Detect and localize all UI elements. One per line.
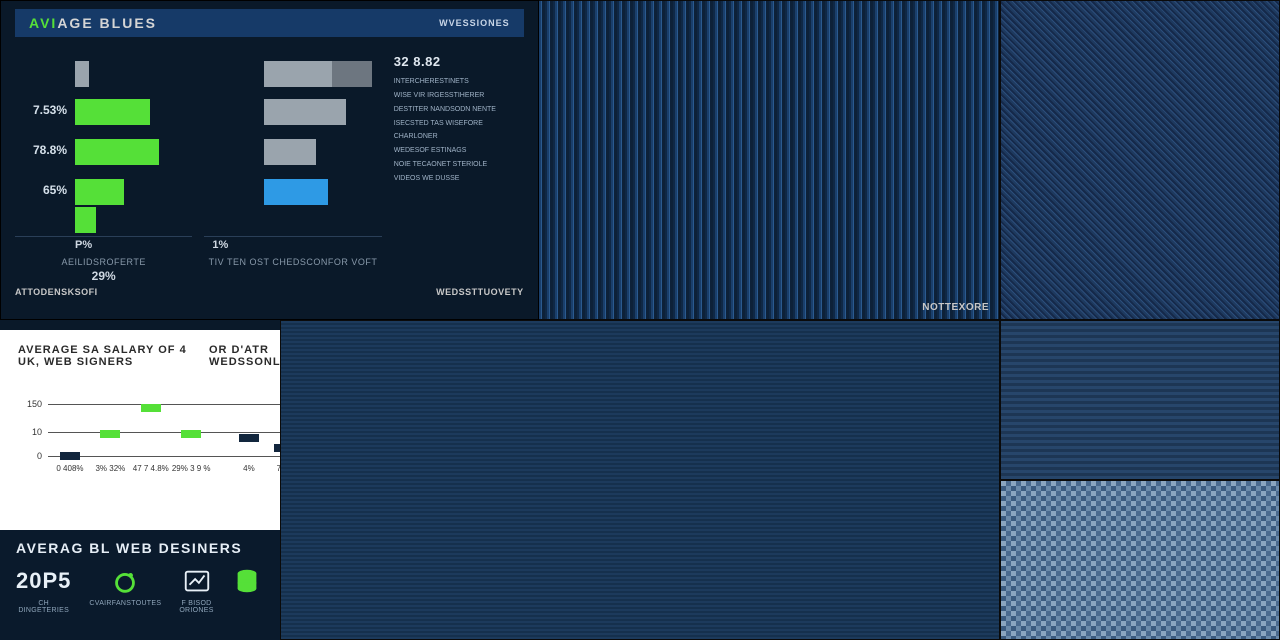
db-icon [232, 566, 262, 596]
icon-label: CVAIRFANSTOUTES [89, 600, 161, 607]
stat-line: DESTITER NANDSODN NENTE [394, 105, 524, 115]
strip-icon: F BISOD ORIONES [179, 566, 213, 614]
bar-row [264, 139, 381, 165]
y-axis-label: 0 [18, 451, 42, 461]
icon-label: CH DINGETERIES [16, 600, 71, 614]
icon-label: F BISOD ORIONES [179, 600, 213, 614]
bar [264, 99, 346, 125]
stat-line: VIDEOS WE DUSSE [394, 174, 524, 184]
bar-row [75, 61, 192, 87]
dashboard-panel: AVIAGE BLUES WVESSIONES 7.53%78.8%65% P%… [0, 0, 539, 320]
stat-line: ISECSTED TAS WISEFORE [394, 119, 524, 129]
stat-line: WEDESOF ESTINAGS [394, 146, 524, 156]
bar [332, 61, 372, 87]
x-axis-label: 4% [243, 464, 255, 473]
strip-icon [232, 566, 262, 600]
gridline [48, 456, 297, 457]
bar [264, 179, 327, 205]
dashboard-header: AVIAGE BLUES WVESSIONES [15, 9, 524, 37]
stats-sidebar: 32 8.82 INTERCHERESTINETSWISE VIR IRGESS… [394, 47, 524, 283]
dashboard-title: AVIAGE BLUES [29, 15, 157, 31]
bar-y-label: 65% [15, 183, 67, 197]
bar [75, 179, 124, 205]
chart-icon [182, 566, 212, 596]
bar-y-label: 7.53% [15, 103, 67, 117]
data-point [60, 452, 80, 460]
stat-line: WISE VIR IRGESSTIHERER [394, 91, 524, 101]
texture-left-bottom [280, 320, 1000, 640]
texture-label: NOTTEXORE [922, 302, 989, 313]
bar [75, 99, 150, 125]
texture-right-mid [1000, 320, 1280, 480]
right-bar-chart: 1% TIV TEN OST CHEDSCONFOR VOFT [204, 47, 381, 283]
bar [264, 139, 316, 165]
bar-row [75, 139, 192, 165]
bar [264, 61, 332, 87]
strip-icon: 20P5 CH DINGETERIES [16, 566, 71, 614]
stat-line: NOIE TECAONET STERIOLE [394, 160, 524, 170]
data-point [100, 430, 120, 438]
bar [75, 207, 96, 233]
salary-chart: 1501000 408%3% 32%47 7 4.8%29% 3 9 %4%7.… [18, 386, 307, 496]
gridline [48, 432, 297, 433]
ring-icon [110, 566, 140, 596]
bar-row [264, 61, 381, 87]
bar-row [264, 179, 381, 205]
dashboard-brand: WVESSIONES [439, 18, 510, 28]
bar [75, 61, 89, 87]
gridline [48, 404, 297, 405]
left-bar-chart: 7.53%78.8%65% P% AEILIDSROFERTE 29% [15, 47, 192, 283]
data-point [181, 430, 201, 438]
bar-y-label: 78.8% [15, 143, 67, 157]
salary-panel: AVERAGE SA SALARY OF 4 UK, WEB SIGNERS O… [0, 330, 325, 530]
x-axis-label: 47 7 4.8% [133, 464, 169, 473]
bar [75, 139, 159, 165]
stat-line: CHARLONER [394, 132, 524, 142]
data-point [141, 404, 161, 412]
texture-right-bottom [1000, 480, 1280, 640]
data-point [239, 434, 259, 442]
x-axis-label: 3% 32% [95, 464, 125, 473]
y-axis-label: 150 [18, 399, 42, 409]
bar-row [264, 99, 381, 125]
x-axis-label: 29% 3 9 % [172, 464, 211, 473]
bar-row [75, 207, 192, 233]
bar-row [75, 179, 192, 205]
strip-icon: CVAIRFANSTOUTES [89, 566, 161, 607]
salary-title: AVERAGE SA SALARY OF 4 UK, WEB SIGNERS [18, 344, 209, 368]
year-icon: 20P5 [16, 566, 71, 596]
texture-right-top [1000, 0, 1280, 320]
bar-row [75, 99, 192, 125]
stat-line: INTERCHERESTINETS [394, 77, 524, 87]
x-axis-label: 0 408% [56, 464, 83, 473]
y-axis-label: 10 [18, 427, 42, 437]
